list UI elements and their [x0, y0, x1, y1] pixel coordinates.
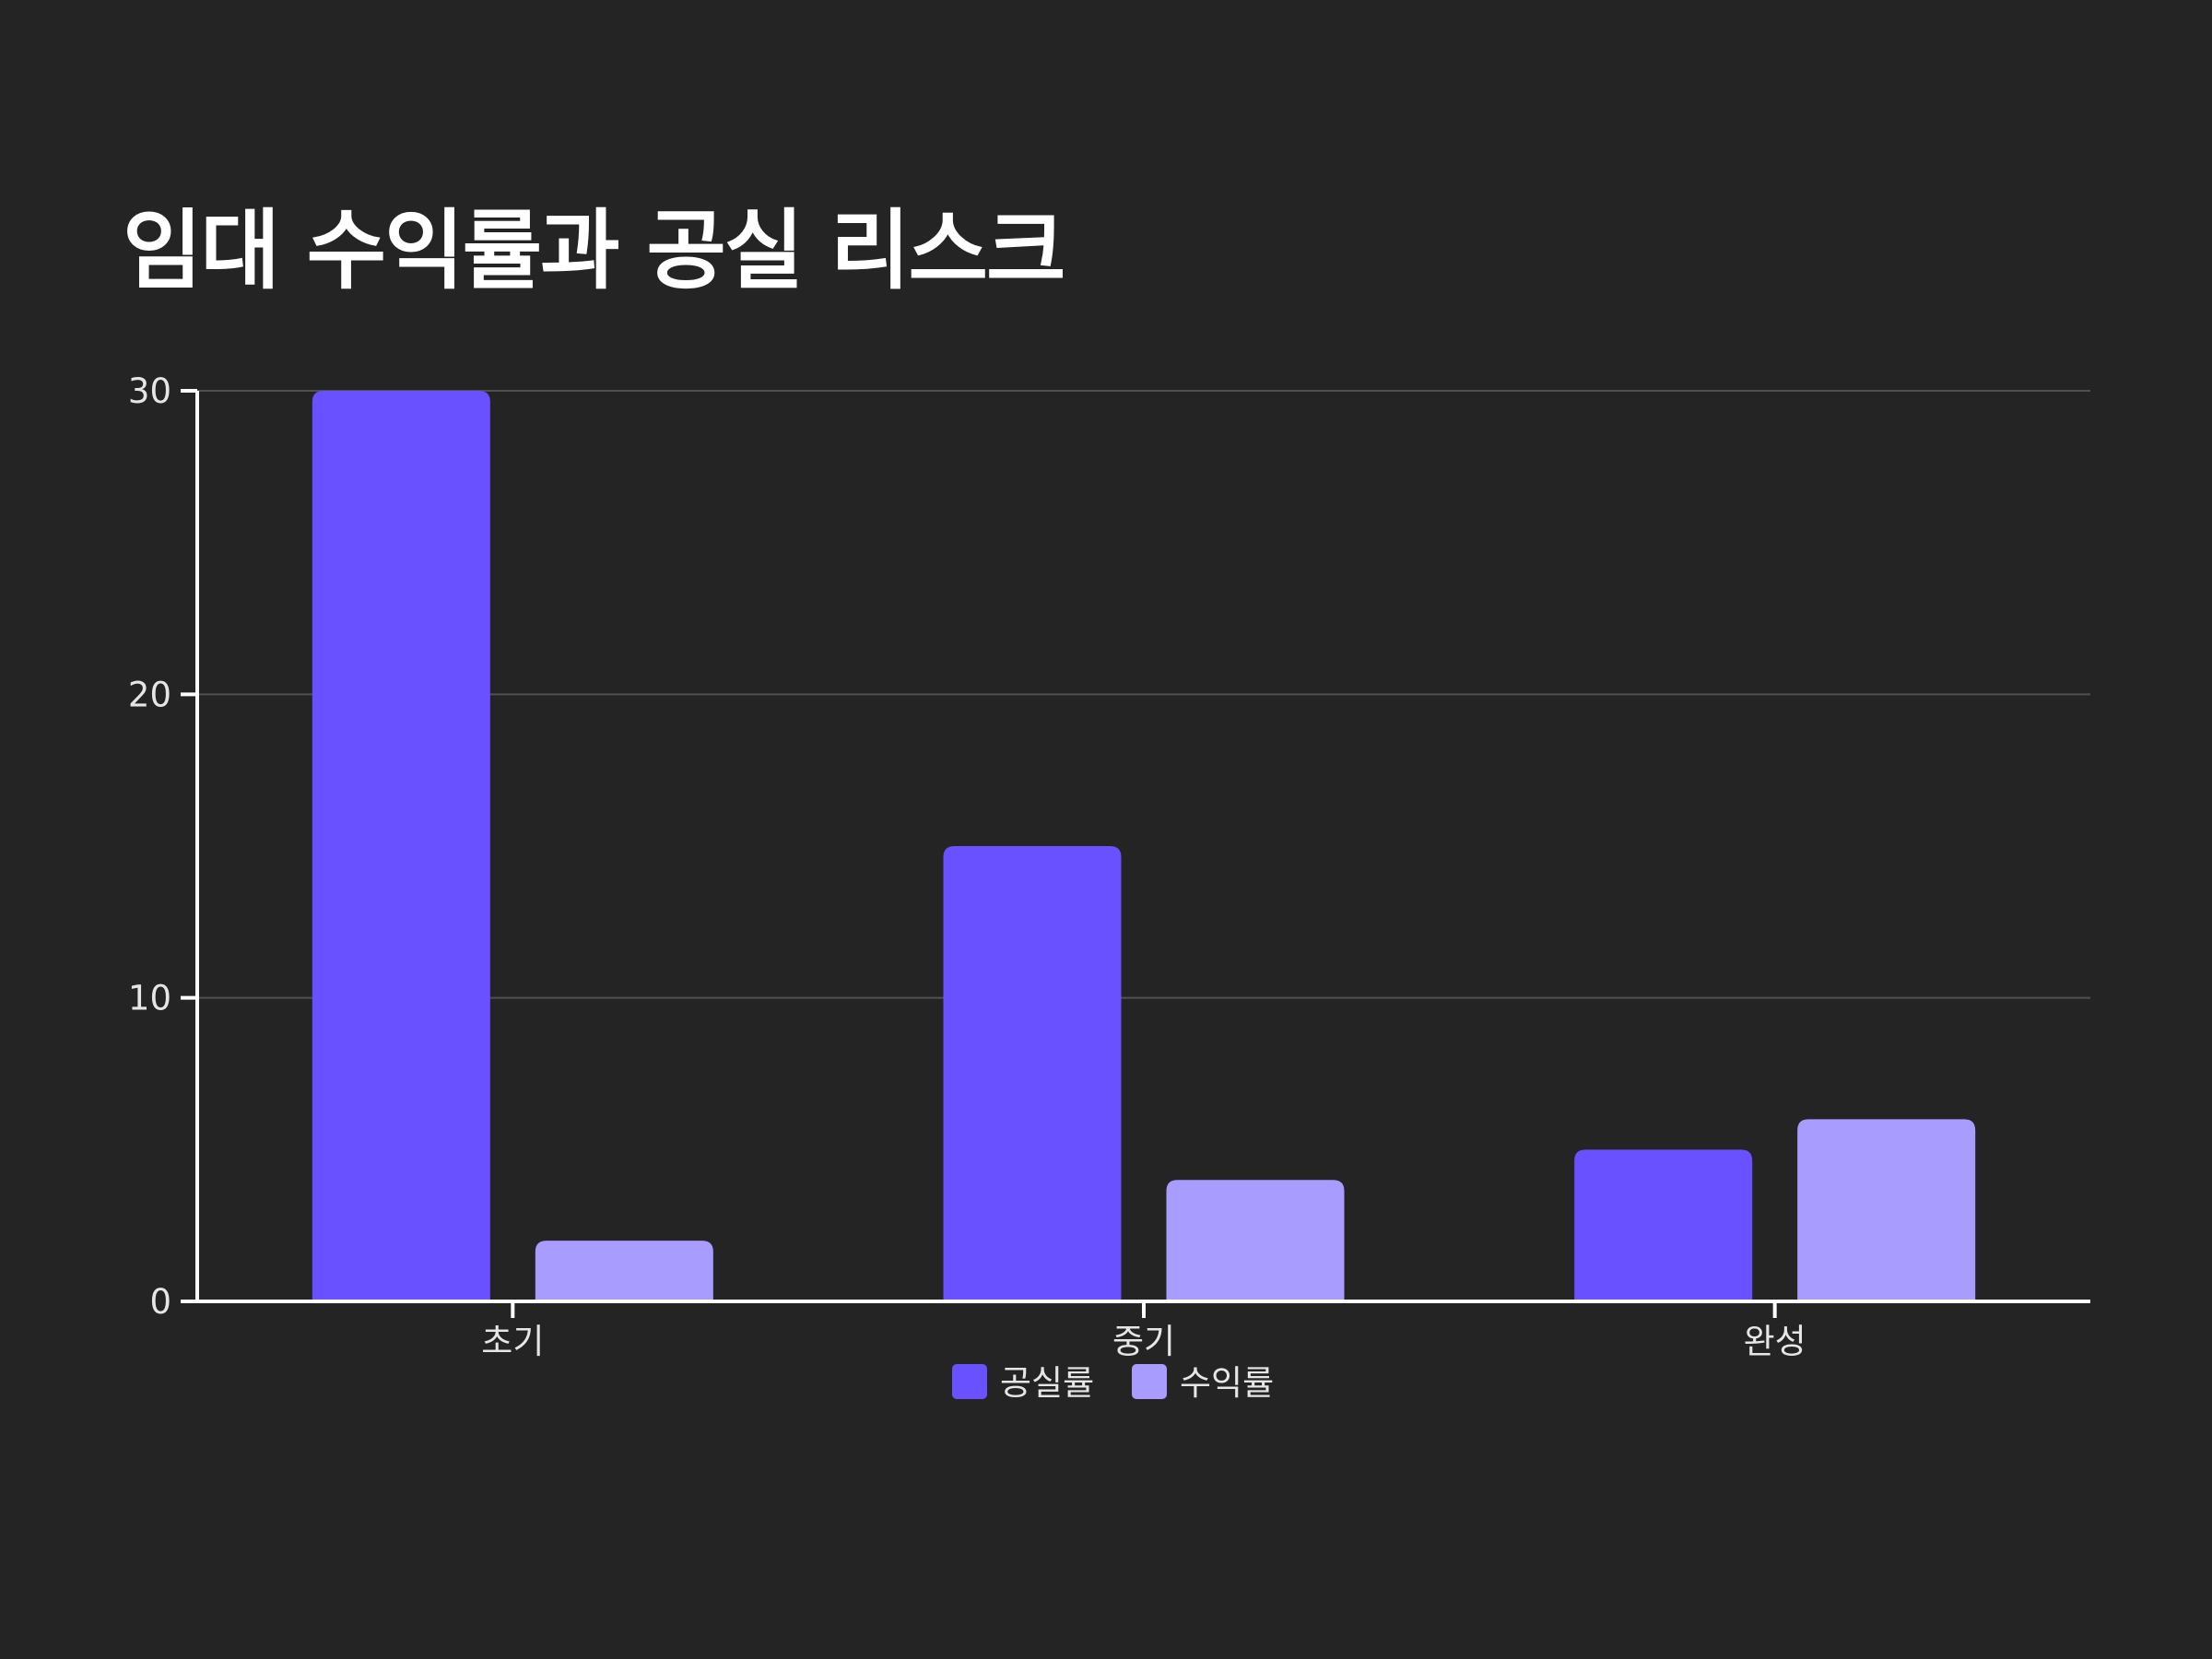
legend: 공실률 수익률 [952, 1363, 1274, 1403]
bar [943, 846, 1122, 1301]
legend-label: 공실률 [1000, 1363, 1094, 1403]
x-tick-label: 중기 [1112, 1322, 1175, 1361]
gridlines [197, 390, 2090, 999]
y-tick-label: 20 [128, 675, 171, 714]
y-tick-label: 30 [128, 371, 171, 411]
tick-labels: 0 10 20 30 초기 중기 완성 [128, 371, 1806, 1361]
bar [1574, 1149, 1753, 1301]
y-tick-label: 10 [128, 979, 171, 1018]
bar [1166, 1180, 1345, 1301]
legend-swatch [952, 1364, 987, 1399]
bar [1797, 1119, 1976, 1301]
bars [312, 391, 1976, 1301]
y-tick-label: 0 [149, 1282, 171, 1322]
bar [312, 391, 490, 1301]
x-tick-label: 초기 [481, 1322, 544, 1361]
x-tick-label: 완성 [1744, 1322, 1806, 1361]
chart-title: 임대 수익률과 공실 리스크 [123, 201, 1065, 301]
axes [181, 389, 2090, 1318]
bar [535, 1241, 713, 1301]
legend-label: 수익률 [1180, 1363, 1274, 1403]
legend-swatch [1132, 1364, 1167, 1399]
